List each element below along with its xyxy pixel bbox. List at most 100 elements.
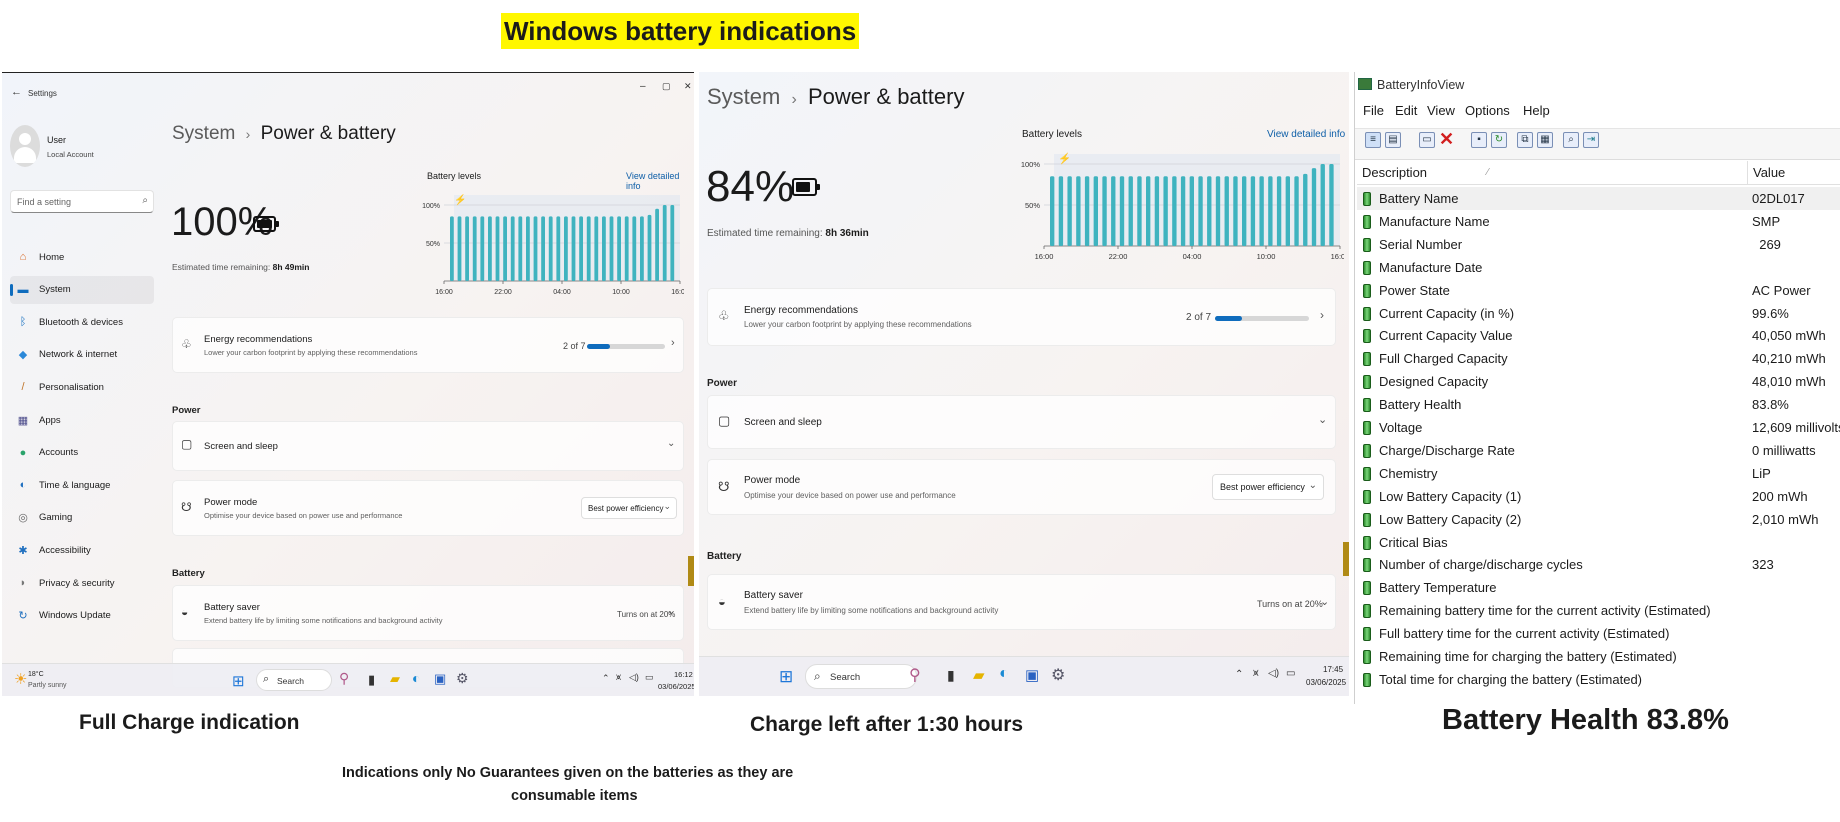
column-header-description[interactable]: Description: [1362, 165, 1428, 180]
start-button-icon[interactable]: ⊞: [779, 667, 794, 686]
clock-date[interactable]: 03/06/2025: [658, 682, 694, 691]
file-explorer-icon[interactable]: ▰: [973, 667, 985, 684]
wifi-icon[interactable]: ⩙: [616, 672, 622, 682]
table-row[interactable]: Critical Bias: [1357, 531, 1840, 554]
screen-and-sleep-card[interactable]: ▢ Screen and sleep ⌄: [707, 395, 1336, 449]
breadcrumb-parent[interactable]: System: [172, 123, 236, 144]
store-icon[interactable]: ▣: [1025, 667, 1040, 684]
breadcrumb-parent[interactable]: System: [707, 84, 781, 109]
html-report-icon[interactable]: ▦: [1537, 132, 1553, 148]
table-row[interactable]: Low Battery Capacity (1) 200 mWh: [1357, 485, 1840, 508]
menu-item-file[interactable]: File: [1363, 103, 1384, 118]
sidebar-item-home[interactable]: ⌂ Home: [10, 243, 154, 271]
sidebar-item-network-internet[interactable]: ◆ Network & internet: [10, 341, 154, 369]
table-row[interactable]: Current Capacity Value 40,050 mWh: [1357, 324, 1840, 347]
table-row[interactable]: Voltage 12,609 millivolts: [1357, 416, 1840, 439]
table-row[interactable]: Remaining battery time for the current a…: [1357, 599, 1840, 622]
table-row[interactable]: Total time for charging the battery (Est…: [1357, 668, 1840, 691]
search-input[interactable]: Find a setting ⌕: [10, 190, 154, 213]
battery-level-bar: [548, 216, 553, 281]
table-row[interactable]: Battery Health 83.8%: [1357, 393, 1840, 416]
sidebar-item-time-language[interactable]: ◐ Time & language: [10, 471, 154, 499]
energy-recommendations-card[interactable]: ♧ Energy recommendations Lower your carb…: [172, 317, 684, 373]
close-icon[interactable]: ✕: [684, 81, 692, 91]
edge-browser-icon[interactable]: ◐: [999, 665, 1009, 682]
wifi-icon[interactable]: ⩙: [1253, 668, 1259, 679]
taskbar-search[interactable]: ⌕ Search: [805, 664, 917, 689]
properties-icon[interactable]: ≡: [1365, 132, 1381, 148]
power-mode-dropdown[interactable]: Best power efficiency ⌄: [1212, 474, 1324, 500]
table-row[interactable]: Remaining time for charging the battery …: [1357, 645, 1840, 668]
menu-item-view[interactable]: View: [1427, 103, 1455, 118]
task-view-icon[interactable]: ▮: [947, 667, 955, 683]
column-header-value[interactable]: Value: [1753, 165, 1786, 180]
clock-time[interactable]: 16:12: [674, 670, 693, 679]
table-row[interactable]: Chemistry LiP: [1357, 462, 1840, 485]
power-mode-card[interactable]: ☋ Power mode Optimise your device based …: [707, 459, 1336, 515]
minimize-icon[interactable]: –: [640, 81, 646, 92]
energy-recommendations-card[interactable]: ♧ Energy recommendations Lower your carb…: [707, 288, 1336, 346]
power-mode-card[interactable]: ☋ Power mode Optimise your device based …: [172, 480, 684, 536]
table-row[interactable]: Number of charge/discharge cycles 323: [1357, 553, 1840, 576]
table-row[interactable]: Designed Capacity 48,010 mWh: [1357, 370, 1840, 393]
avatar[interactable]: [10, 125, 40, 167]
clock-time[interactable]: 17:45: [1323, 665, 1344, 674]
find-icon[interactable]: ⌕: [1563, 132, 1579, 148]
table-row[interactable]: Battery Name 02DL017: [1357, 187, 1840, 210]
table-row[interactable]: Full Charged Capacity 40,210 mWh: [1357, 347, 1840, 370]
sidebar-item-windows-update[interactable]: ↻ Windows Update: [10, 602, 154, 630]
sidebar-item-system[interactable]: ▬ System: [10, 275, 154, 304]
sidebar-item-gaming[interactable]: ◎ Gaming: [10, 504, 154, 532]
sidebar-item-privacy-security[interactable]: ◗ Privacy & security: [10, 569, 154, 597]
view-detailed-info-link[interactable]: View detailed info: [626, 171, 680, 191]
sidebar-item-accounts[interactable]: ● Accounts: [10, 439, 154, 467]
table-row[interactable]: Full battery time for the current activi…: [1357, 622, 1840, 645]
tray-chevron-icon[interactable]: ⌃: [602, 673, 610, 683]
maximize-icon[interactable]: ▢: [662, 81, 671, 91]
table-row[interactable]: Charge/Discharge Rate 0 milliwatts: [1357, 439, 1840, 462]
table-row[interactable]: Manufacture Date: [1357, 256, 1840, 279]
power-mode-dropdown[interactable]: Best power efficiency ⌄: [581, 497, 677, 519]
table-row[interactable]: Low Battery Capacity (2) 2,010 mWh: [1357, 508, 1840, 531]
clock-date[interactable]: 03/06/2025: [1306, 678, 1347, 687]
table-row[interactable]: Manufacture Name SMP: [1357, 210, 1840, 233]
volume-icon[interactable]: ◁): [1268, 668, 1280, 679]
settings-gear-icon[interactable]: ⚙: [1051, 667, 1066, 684]
exit-icon[interactable]: ⇥: [1583, 132, 1599, 148]
save-icon[interactable]: ▪: [1471, 132, 1487, 148]
delete-icon[interactable]: ✕: [1439, 129, 1455, 149]
store-icon[interactable]: ▣: [434, 671, 447, 686]
tray-chevron-icon[interactable]: ⌃: [1235, 669, 1244, 680]
table-row[interactable]: Power State AC Power: [1357, 279, 1840, 302]
battery-saver-card[interactable]: ◒ Battery saver Extend battery life by l…: [707, 574, 1336, 630]
table-row[interactable]: Battery Temperature: [1357, 576, 1840, 599]
screen-and-sleep-card[interactable]: ▢ Screen and sleep ⌄: [172, 421, 684, 471]
tray-battery-icon[interactable]: ▭: [645, 672, 654, 682]
task-view-icon[interactable]: ▮: [368, 672, 376, 687]
table-row[interactable]: Current Capacity (in %) 99.6%: [1357, 302, 1840, 325]
sidebar-item-accessibility[interactable]: ✱ Accessibility: [10, 536, 154, 564]
menu-item-help[interactable]: Help: [1523, 103, 1550, 118]
start-button-icon[interactable]: ⊞: [232, 673, 245, 690]
tray-battery-icon[interactable]: ▭: [1286, 668, 1296, 679]
file-explorer-icon[interactable]: ▰: [390, 671, 400, 686]
back-arrow-icon[interactable]: ←: [11, 86, 22, 98]
sidebar-item-apps[interactable]: ▦ Apps: [10, 406, 154, 434]
taskbar-search[interactable]: ⌕ Search: [256, 669, 332, 691]
copy-icon[interactable]: ⧉: [1517, 132, 1533, 148]
menu-item-options[interactable]: Options: [1465, 103, 1510, 118]
window-icon[interactable]: ▭: [1419, 132, 1435, 148]
sidebar-item-bluetooth-devices[interactable]: ᛒ Bluetooth & devices: [10, 308, 154, 336]
battery-saver-card[interactable]: ◒ Battery saver Extend battery life by l…: [172, 585, 684, 641]
menu-item-edit[interactable]: Edit: [1395, 103, 1418, 118]
battery-level-bar: [533, 216, 538, 281]
edge-browser-icon[interactable]: ◐: [412, 670, 421, 686]
settings-gear-icon[interactable]: ⚙: [456, 670, 469, 686]
charging-bolt-icon: ⚡: [454, 193, 466, 206]
view-detailed-info-link[interactable]: View detailed info: [1267, 129, 1346, 140]
table-row[interactable]: Serial Number 269: [1357, 233, 1840, 256]
battery-info-icon[interactable]: ▤: [1385, 132, 1401, 148]
refresh-icon[interactable]: ↻: [1491, 132, 1507, 148]
volume-icon[interactable]: ◁): [629, 672, 639, 682]
sidebar-item-personalisation[interactable]: / Personalisation: [10, 373, 154, 401]
